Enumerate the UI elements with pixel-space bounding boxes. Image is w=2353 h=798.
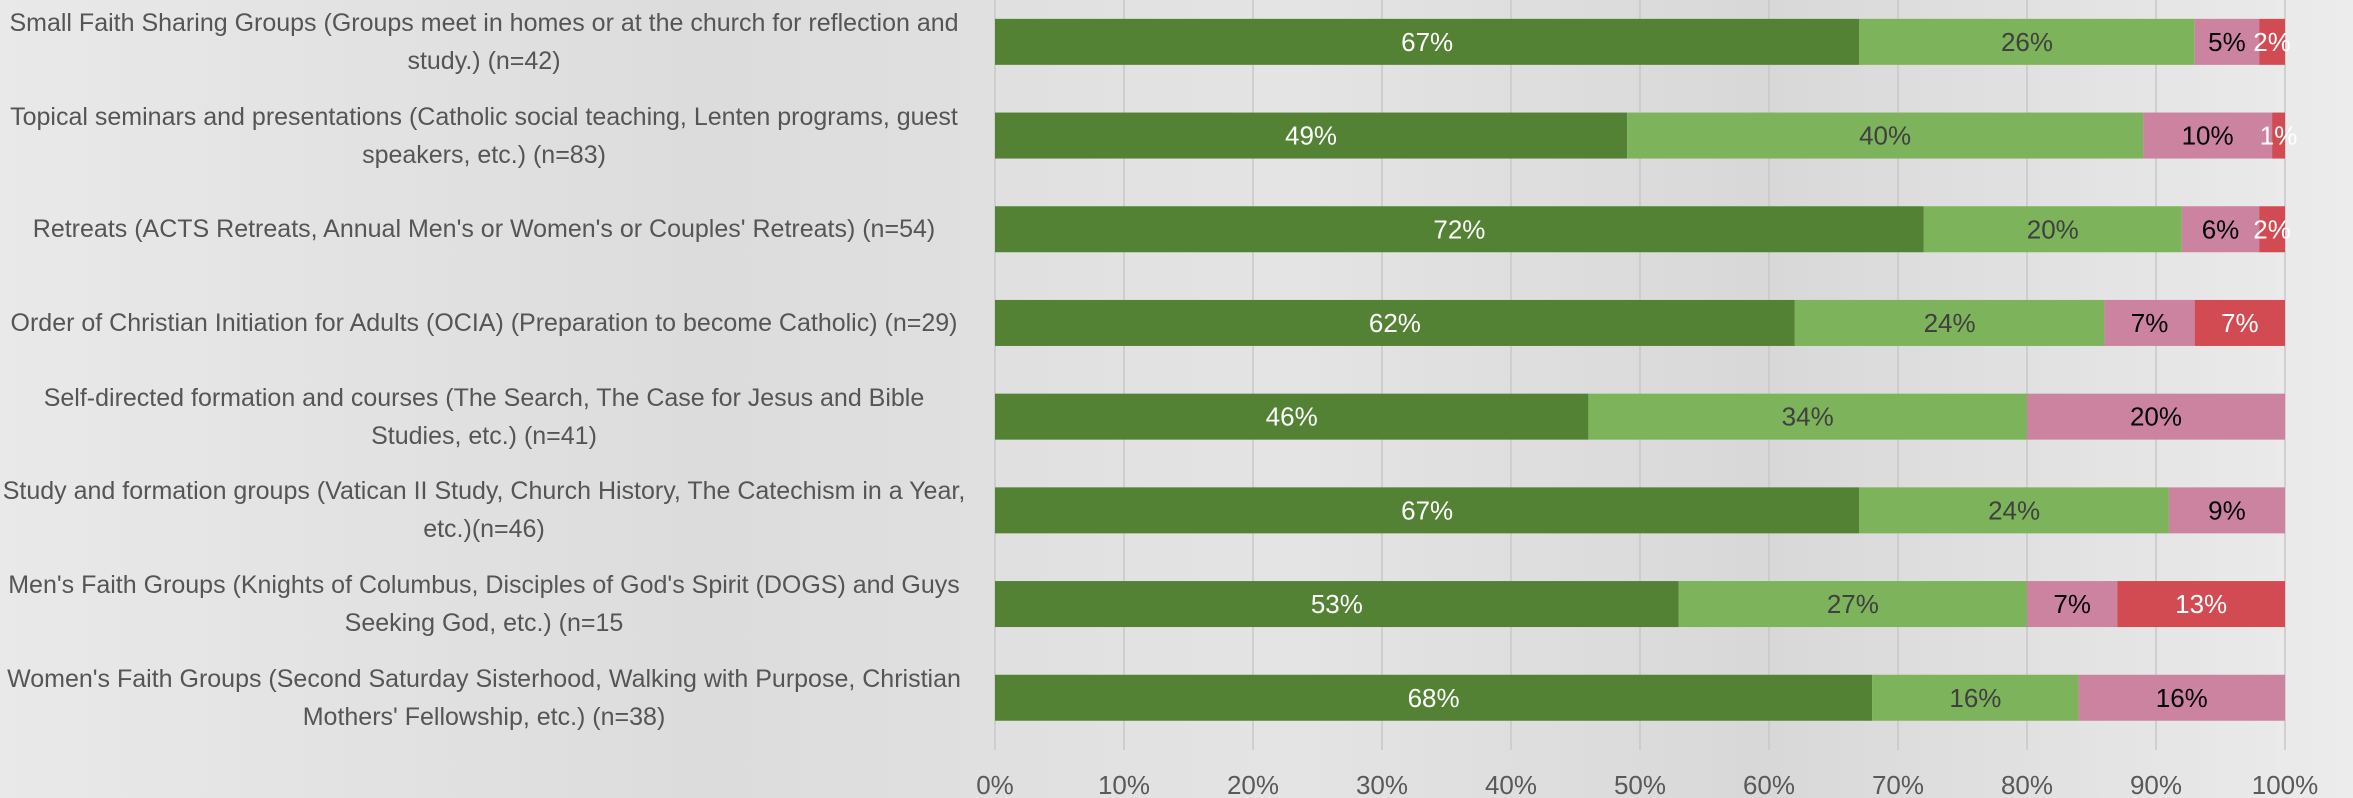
x-tick-label: 90%	[2130, 770, 2182, 798]
bar-segment	[2104, 299, 2195, 346]
bar-segment	[995, 299, 1795, 346]
category-label: Retreats (ACTS Retreats, Annual Men's or…	[32, 215, 936, 244]
category-label: Self-directed formation and courses (The…	[43, 383, 925, 450]
data-label: 7%	[2131, 308, 2169, 338]
category-label: Study and formation groups (Vatican II S…	[2, 477, 966, 544]
data-label: 20%	[2130, 402, 2182, 432]
bar-segment	[2168, 487, 2285, 534]
bar-segment	[1859, 487, 2169, 534]
data-label: 24%	[1988, 495, 2040, 525]
data-label: 20%	[2027, 214, 2079, 244]
category-label: Women's Faith Groups (Second Saturday Si…	[7, 664, 961, 731]
bar-segment	[995, 674, 1873, 721]
data-label: 27%	[1827, 589, 1879, 619]
bar-segment	[1627, 112, 2144, 159]
bar-segment	[1859, 18, 2195, 65]
category-label: Men's Faith Groups (Knights of Columbus,…	[8, 571, 960, 638]
bar-segment	[1588, 393, 2027, 440]
x-tick-label: 50%	[1614, 770, 1666, 798]
category-label: Small Faith Sharing Groups (Groups meet …	[9, 8, 959, 75]
bar-segment	[2194, 18, 2260, 65]
data-label: 46%	[1266, 402, 1318, 432]
data-label: 1%	[2260, 121, 2298, 151]
data-label: 26%	[2001, 27, 2053, 57]
data-label: 62%	[1369, 308, 1421, 338]
bar-segment	[2027, 581, 2118, 628]
data-label: 24%	[1924, 308, 1976, 338]
data-label: 34%	[1782, 402, 1834, 432]
bar-segment	[2259, 206, 2285, 253]
x-tick-label: 30%	[1356, 770, 1408, 798]
bar-segment	[2181, 206, 2260, 253]
data-label: 2%	[2253, 27, 2291, 57]
x-tick-label: 20%	[1227, 770, 1279, 798]
data-label: 72%	[1433, 214, 1485, 244]
bar-segment	[1794, 299, 2105, 346]
x-tick-label: 70%	[1872, 770, 1924, 798]
bar-segment	[995, 206, 1924, 253]
data-label: 7%	[2221, 308, 2259, 338]
data-label: 10%	[2182, 121, 2234, 151]
x-tick-label: 100%	[2252, 770, 2319, 798]
bar-segment	[2027, 393, 2285, 440]
bar-segment	[2259, 18, 2285, 65]
data-label: 49%	[1285, 121, 1337, 151]
x-tick-label: 60%	[1743, 770, 1795, 798]
data-label: 16%	[2156, 683, 2208, 713]
data-label: 67%	[1401, 27, 1453, 57]
data-label: 9%	[2208, 495, 2246, 525]
bar-segment	[2194, 299, 2285, 346]
data-label: 5%	[2208, 27, 2246, 57]
bar-segment	[995, 487, 1860, 534]
bar-segment	[995, 112, 1628, 159]
bar-segment	[995, 18, 1860, 65]
category-label: Topical seminars and presentations (Cath…	[10, 102, 958, 169]
data-label: 2%	[2253, 214, 2291, 244]
data-label: 40%	[1859, 121, 1911, 151]
data-label: 7%	[2053, 589, 2091, 619]
category-label: Order of Christian Initiation for Adults…	[10, 308, 958, 337]
bar-segment	[2117, 581, 2285, 628]
bar-segment	[995, 581, 1679, 628]
bar-segment	[1678, 581, 2027, 628]
x-tick-label: 10%	[1098, 770, 1150, 798]
x-tick-label: 0%	[976, 770, 1014, 798]
bar-segment	[1923, 206, 2182, 253]
bar-segment	[1872, 674, 2079, 721]
bar-segment	[2272, 112, 2285, 159]
data-label: 6%	[2202, 214, 2240, 244]
bar-segment	[2078, 674, 2285, 721]
data-label: 13%	[2175, 589, 2227, 619]
x-tick-label: 80%	[2001, 770, 2053, 798]
x-tick-label: 40%	[1485, 770, 1537, 798]
data-label: 68%	[1408, 683, 1460, 713]
bar-segment	[995, 393, 1589, 440]
data-label: 53%	[1311, 589, 1363, 619]
bar-segment	[2143, 112, 2273, 159]
data-label: 16%	[1949, 683, 2001, 713]
data-label: 67%	[1401, 495, 1453, 525]
